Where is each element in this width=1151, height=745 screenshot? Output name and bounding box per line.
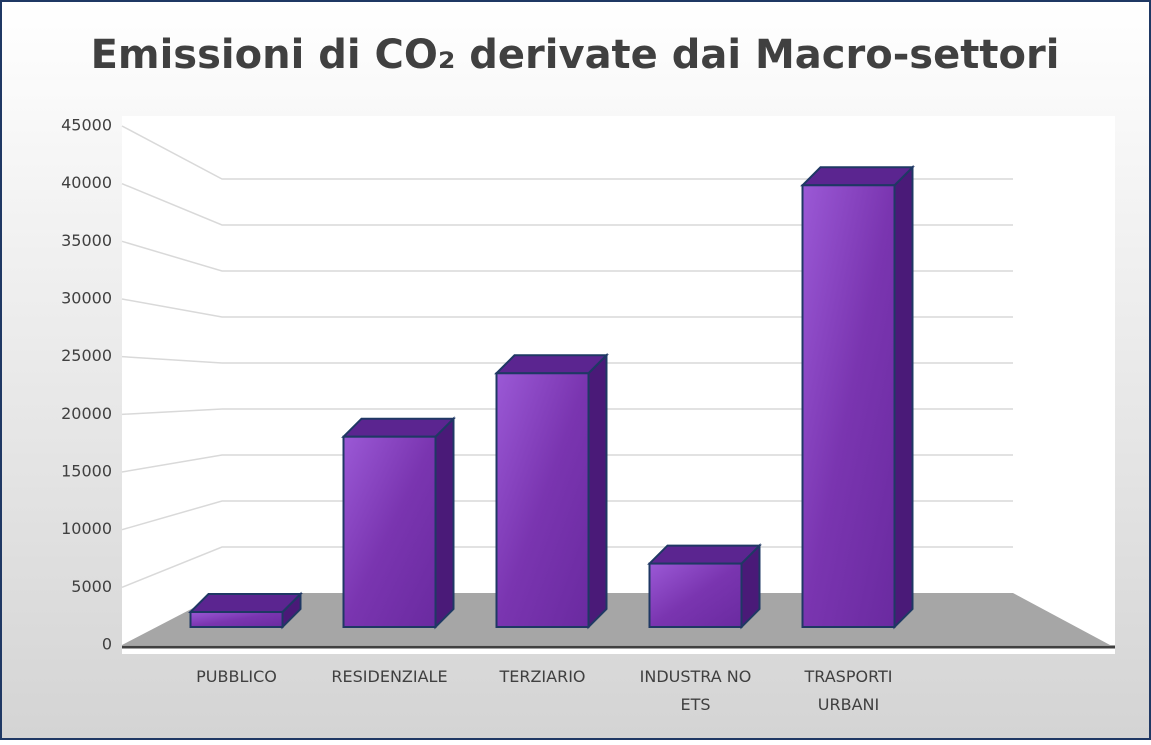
x-tick-label: INDUSTRA NO ETS xyxy=(640,667,752,714)
x-tick-label: RESIDENZIALE xyxy=(331,667,447,686)
y-tick-label: 5000 xyxy=(71,577,112,596)
y-tick-label: 15000 xyxy=(61,462,112,481)
bar-top xyxy=(341,417,456,438)
y-tick-label: 25000 xyxy=(61,346,112,365)
y-tick-label: 40000 xyxy=(61,173,112,192)
grid-line xyxy=(121,240,1013,272)
bar xyxy=(189,611,284,628)
bar-side xyxy=(434,416,455,630)
x-tick-line: INDUSTRA NO xyxy=(640,667,752,686)
grid-line xyxy=(121,355,1013,364)
x-tick-label: PUBBLICO xyxy=(196,667,277,686)
bar-side xyxy=(587,352,608,630)
x-tick-line: ETS xyxy=(680,695,710,714)
y-tick-label: 0 xyxy=(102,635,112,654)
bar xyxy=(342,435,437,629)
x-tick-label: TERZIARIO xyxy=(498,667,585,686)
bar-side xyxy=(893,164,914,630)
y-tick-label: 35000 xyxy=(61,231,112,250)
bar xyxy=(648,562,743,628)
grid-line xyxy=(121,408,1013,416)
x-tick-line: TRASPORTI xyxy=(803,667,892,686)
y-tick-label: 20000 xyxy=(61,404,112,423)
y-tick-label: 10000 xyxy=(61,519,112,538)
grid-line xyxy=(121,500,1013,531)
bar xyxy=(801,184,896,628)
y-tick-label: 45000 xyxy=(61,116,112,135)
grid-line xyxy=(121,298,1013,318)
plot-area xyxy=(122,116,1115,654)
x-tick-line: TERZIARIO xyxy=(498,667,585,686)
grid-line xyxy=(121,182,1013,226)
bar-top xyxy=(494,354,609,375)
x-tick-line: URBANI xyxy=(818,695,879,714)
x-tick-label: TRASPORTI URBANI xyxy=(803,667,892,714)
bar-top xyxy=(800,166,915,187)
grid-line xyxy=(121,125,1013,180)
bar xyxy=(495,372,590,628)
chart-title: Emissioni di CO₂ derivate dai Macro-sett… xyxy=(91,32,1060,78)
x-tick-line: RESIDENZIALE xyxy=(331,667,447,686)
y-tick-label: 30000 xyxy=(61,289,112,308)
x-tick-line: PUBBLICO xyxy=(196,667,277,686)
grid-line xyxy=(121,454,1013,473)
bar-top xyxy=(647,544,762,565)
bar-top xyxy=(188,593,303,614)
